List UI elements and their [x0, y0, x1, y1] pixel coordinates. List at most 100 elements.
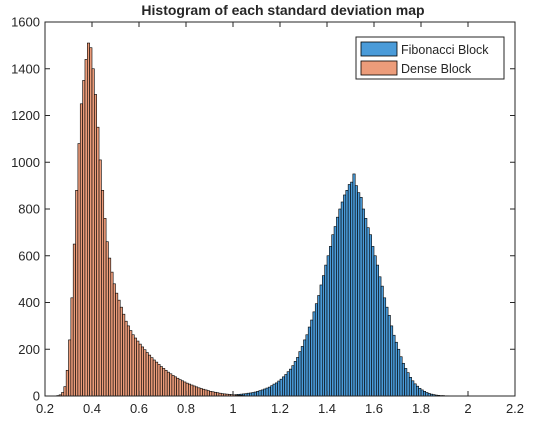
histogram-bar	[193, 386, 195, 396]
histogram-bar	[374, 256, 376, 396]
histogram-bar	[351, 182, 353, 396]
histogram-bar	[90, 48, 92, 396]
histogram-bar	[414, 384, 416, 396]
histogram-bar	[130, 331, 132, 396]
legend-swatch-fibonacci	[361, 42, 397, 56]
histogram-bar	[268, 387, 270, 396]
histogram-bar	[134, 338, 136, 396]
histogram-bar	[87, 43, 89, 396]
histogram-bar	[116, 293, 118, 396]
x-tick-label: 1.8	[412, 401, 430, 416]
histogram-bar	[264, 389, 266, 396]
histogram-bar	[104, 218, 106, 396]
histogram-bar	[282, 377, 284, 396]
histogram-bar	[146, 353, 148, 396]
histogram-bar	[376, 265, 378, 396]
histogram-bar	[372, 246, 374, 396]
y-tick-label: 800	[18, 202, 40, 217]
histogram-bar	[170, 374, 172, 396]
histogram-bar	[69, 340, 71, 396]
histogram-bar	[339, 209, 341, 396]
histogram-bar	[191, 385, 193, 396]
legend-label-dense: Dense Block	[401, 62, 472, 76]
histogram-bar	[367, 228, 369, 396]
x-tick-label: 0.8	[177, 401, 195, 416]
histogram-bar	[294, 361, 296, 396]
x-tick-label: 2	[464, 401, 471, 416]
x-tick-label: 1.6	[365, 401, 383, 416]
histogram-bar	[76, 190, 78, 396]
histogram-bar	[292, 366, 294, 396]
histogram-bar	[362, 209, 364, 396]
histogram-bar	[315, 304, 317, 396]
histogram-bar	[334, 227, 336, 396]
histogram-bar	[254, 392, 256, 396]
histogram-bar	[97, 127, 99, 396]
histogram-bar	[71, 298, 73, 396]
histogram-bar	[139, 344, 141, 396]
histogram-bar	[158, 364, 160, 396]
histogram-bar	[160, 367, 162, 396]
histogram-bar	[200, 389, 202, 396]
histogram-bar	[398, 349, 400, 396]
histogram-bar	[125, 321, 127, 396]
histogram-bar	[177, 378, 179, 396]
histogram-bar	[388, 315, 390, 396]
y-tick-label: 1400	[11, 61, 40, 76]
histogram-bar	[353, 174, 355, 396]
histogram-bar	[311, 320, 313, 396]
histogram-bar	[188, 384, 190, 396]
histogram-bar	[123, 314, 125, 396]
histogram-bar	[137, 341, 139, 396]
histogram-bar	[287, 372, 289, 396]
histogram-bar	[144, 350, 146, 396]
histogram-bar	[423, 391, 425, 396]
x-tick-label: 0.6	[130, 401, 148, 416]
histogram-bar	[207, 391, 209, 396]
histogram-bar	[61, 392, 63, 396]
histogram-bar	[390, 326, 392, 396]
histogram-bar	[299, 352, 301, 396]
legend-swatch-dense	[361, 61, 397, 75]
legend: Fibonacci Block Dense Block	[356, 37, 504, 79]
histogram-bar	[212, 392, 214, 396]
histogram-bar	[108, 258, 110, 396]
histogram-bar	[120, 307, 122, 396]
histogram-bar	[426, 392, 428, 396]
histogram-bar	[304, 340, 306, 396]
histogram-bar	[405, 368, 407, 396]
histogram-bar	[83, 80, 85, 396]
x-tick-label: 1.2	[271, 401, 289, 416]
chart-title: Histogram of each standard deviation map	[141, 2, 424, 18]
histogram-bar	[113, 284, 115, 396]
histogram-bar	[174, 377, 176, 396]
histogram-bar	[273, 384, 275, 396]
y-tick-label: 0	[33, 389, 40, 404]
histogram-bar	[329, 246, 331, 396]
histogram-bar	[179, 380, 181, 396]
histogram-bar	[313, 312, 315, 396]
histogram-bar	[153, 360, 155, 396]
histogram-bar	[341, 202, 343, 396]
histogram-bar	[369, 235, 371, 396]
x-tick-label: 2.2	[506, 401, 524, 416]
histogram-bar	[252, 392, 254, 396]
histogram-bar	[395, 342, 397, 396]
histogram-bar	[198, 388, 200, 396]
histogram-bar	[320, 285, 322, 396]
histogram-bar	[409, 377, 411, 396]
histogram-bar	[205, 390, 207, 396]
histogram-bar	[181, 381, 183, 396]
histogram-bar	[210, 391, 212, 396]
histogram-bar	[301, 346, 303, 396]
histogram-bar	[106, 242, 108, 396]
histogram-bar	[271, 386, 273, 396]
histogram-bar	[381, 286, 383, 396]
legend-label-fibonacci: Fibonacci Block	[401, 43, 489, 57]
histogram-bar	[327, 256, 329, 396]
histogram-bar	[259, 391, 261, 396]
histogram-bar	[296, 357, 298, 396]
histogram-bar	[275, 383, 277, 396]
